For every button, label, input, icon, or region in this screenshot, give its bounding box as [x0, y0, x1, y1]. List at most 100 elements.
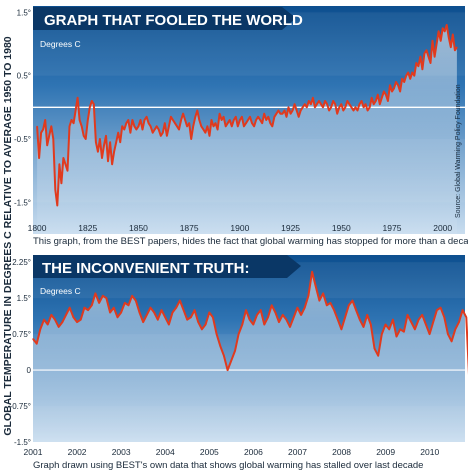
- caption: This graph, from the BEST papers, hides …: [33, 236, 468, 247]
- data-point: [354, 106, 357, 108]
- data-point: [223, 355, 225, 357]
- data-point: [351, 300, 354, 302]
- data-point: [389, 84, 391, 86]
- data-point: [109, 141, 111, 143]
- data-point: [200, 125, 202, 127]
- data-point: [197, 321, 199, 323]
- x-tick-labels: 2001 2002 2003 2004 2005 2006 2007 2008 2009 2010: [24, 447, 440, 457]
- data-point: [379, 103, 381, 105]
- data-point: [263, 113, 265, 115]
- data-point: [448, 37, 450, 39]
- data-point: [125, 122, 127, 124]
- data-point: [425, 323, 427, 326]
- data-point: [337, 319, 339, 321]
- data-point: [393, 87, 395, 89]
- data-point: [40, 132, 42, 134]
- data-point: [95, 141, 97, 143]
- data-point: [138, 311, 141, 314]
- data-point: [381, 97, 383, 99]
- data-point: [43, 319, 45, 321]
- data-point: [146, 116, 148, 118]
- data-point: [119, 141, 121, 143]
- data-point: [146, 314, 148, 316]
- data-point: [32, 338, 34, 340]
- data-point: [237, 125, 239, 127]
- data-point: [333, 309, 335, 311]
- data-point: [160, 309, 163, 311]
- data-point: [365, 103, 367, 105]
- data-point: [54, 319, 56, 321]
- data-point: [257, 116, 259, 118]
- data-point: [164, 122, 166, 124]
- data-point: [156, 125, 158, 127]
- data-point: [265, 119, 267, 121]
- data-point: [99, 138, 101, 140]
- data-point: [91, 304, 93, 306]
- data-point: [186, 125, 188, 127]
- x-tick-label: 2000: [433, 223, 452, 233]
- data-point: [306, 106, 308, 108]
- series-points: [36, 24, 458, 207]
- data-point: [373, 103, 375, 105]
- data-point: [273, 116, 275, 118]
- data-point: [241, 323, 243, 326]
- data-point: [304, 307, 306, 309]
- data-point: [346, 100, 348, 102]
- data-point: [326, 304, 328, 306]
- data-point: [249, 116, 251, 118]
- data-point: [300, 109, 302, 112]
- data-point: [196, 109, 198, 112]
- data-point: [274, 311, 276, 314]
- y-tick-label: 0.75°: [12, 330, 31, 339]
- data-point: [164, 316, 166, 318]
- data-point: [391, 90, 393, 93]
- data-point: [436, 309, 438, 311]
- data-point: [148, 122, 150, 124]
- data-point: [149, 307, 152, 309]
- data-point: [70, 119, 73, 121]
- data-point: [50, 125, 52, 127]
- data-point: [157, 319, 159, 321]
- y-tick-label: -0.5°: [14, 135, 31, 144]
- data-point: [77, 97, 79, 99]
- data-point: [46, 144, 48, 146]
- data-point: [241, 116, 243, 118]
- data-point: [414, 328, 416, 330]
- data-point: [75, 109, 77, 112]
- data-point: [190, 138, 192, 140]
- data-point: [66, 170, 69, 172]
- data-point: [170, 116, 172, 118]
- data-point: [344, 316, 346, 318]
- data-point: [175, 307, 177, 309]
- data-point: [39, 328, 41, 330]
- data-point: [239, 119, 241, 121]
- data-point: [58, 163, 61, 165]
- data-point: [421, 68, 423, 70]
- data-point: [311, 271, 313, 273]
- data-point: [465, 316, 467, 318]
- data-point: [69, 307, 71, 309]
- data-point: [137, 125, 140, 127]
- data-point: [326, 103, 328, 105]
- data-point: [446, 24, 448, 26]
- data-point: [93, 103, 95, 105]
- data-point: [123, 128, 125, 131]
- data-point: [124, 302, 126, 304]
- y-tick-labels: 2.25° 1.5° 0.75° 0 -0.75° -1.5°: [10, 258, 32, 447]
- data-point: [47, 323, 49, 326]
- data-point: [225, 125, 227, 127]
- data-point: [283, 109, 286, 112]
- data-point: [256, 314, 258, 316]
- data-point: [54, 189, 56, 191]
- data-point: [85, 138, 87, 140]
- data-point: [290, 113, 292, 115]
- data-point: [440, 40, 442, 42]
- data-point: [183, 309, 185, 311]
- x-tick-label: 2009: [376, 447, 395, 457]
- data-point: [454, 49, 456, 51]
- data-point: [260, 309, 262, 311]
- data-point: [322, 292, 324, 294]
- data-point: [259, 119, 261, 121]
- data-point: [356, 109, 359, 112]
- data-point: [105, 135, 107, 137]
